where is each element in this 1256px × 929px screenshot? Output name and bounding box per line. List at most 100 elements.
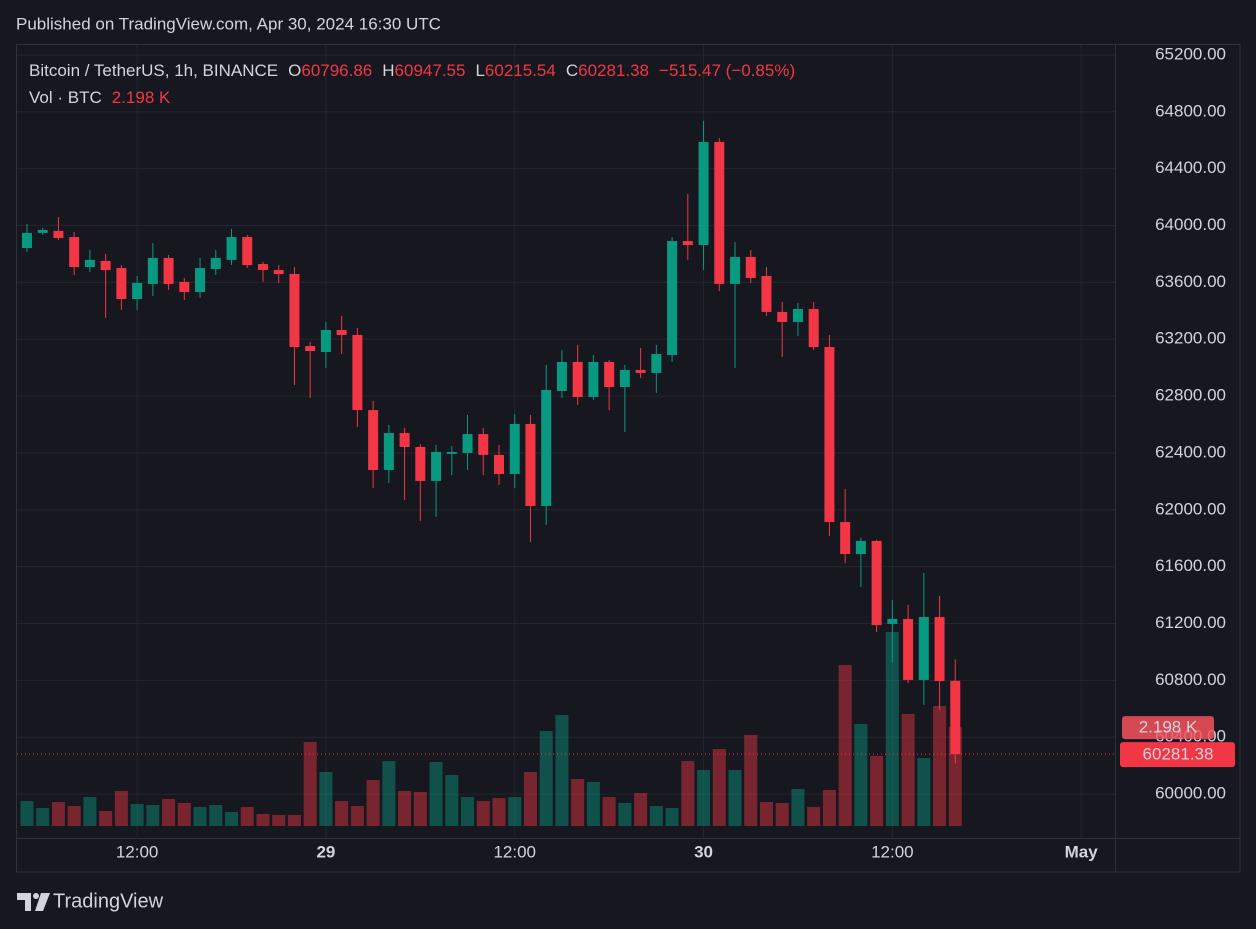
volume-bar: [901, 713, 915, 826]
candle-body: [195, 268, 206, 293]
volume-bar: [539, 731, 553, 826]
candle-body: [509, 423, 520, 474]
x-tick-label: 12:00: [116, 842, 159, 861]
volume-bar: [256, 813, 270, 826]
candle-body: [415, 446, 426, 481]
price-badge-label: 60281.38: [1143, 745, 1214, 764]
volume-bar: [822, 789, 836, 826]
candle-body: [368, 410, 379, 470]
volume-bar: [36, 807, 50, 826]
candle-body: [808, 308, 819, 348]
publish-note: Published on TradingView.com, Apr 30, 20…: [16, 14, 441, 33]
candle-body: [714, 141, 725, 284]
candle-body: [336, 329, 347, 335]
candle-body: [289, 273, 300, 348]
volume-bar: [602, 797, 616, 826]
candle-body: [604, 361, 615, 387]
volume-bar: [649, 806, 663, 826]
o-label: O: [288, 61, 302, 80]
volume-bar: [697, 770, 711, 826]
y-tick-label: 62800.00: [1155, 386, 1226, 405]
candle-body: [462, 434, 473, 453]
volume-bar: [240, 807, 254, 826]
y-tick-label: 62400.00: [1155, 442, 1226, 461]
volume-bar: [555, 714, 569, 826]
volume-bar: [571, 779, 585, 826]
volume-bar: [523, 771, 537, 826]
price-badge: [1120, 742, 1235, 768]
volume-bar: [67, 806, 81, 826]
candle-body: [840, 522, 851, 555]
candle-body: [257, 264, 268, 271]
candle-body: [887, 618, 898, 624]
candle-body: [541, 389, 552, 506]
candle-body: [824, 347, 835, 523]
candle-body: [37, 229, 48, 233]
volume-bar: [744, 735, 758, 826]
frame: [16, 44, 1241, 873]
volume-bar: [712, 749, 726, 826]
logo: [17, 893, 50, 911]
candle-body: [588, 361, 599, 397]
candle-body: [651, 354, 662, 373]
logo-dot: [33, 893, 39, 899]
x-tick-label: 29: [316, 842, 335, 861]
candle-body: [730, 256, 741, 284]
y-tick-label: 64000.00: [1155, 215, 1226, 234]
candle-body: [667, 241, 678, 356]
candle-body: [179, 281, 190, 293]
candle-body: [855, 540, 866, 555]
l-value: 60215.54: [484, 61, 556, 80]
volume-bar: [681, 761, 695, 826]
volume-bar: [791, 789, 805, 826]
candle-body: [84, 259, 95, 268]
candle-body: [682, 241, 693, 245]
volume-bar: [634, 793, 648, 826]
volume-bar: [335, 800, 349, 826]
candle-body: [950, 680, 961, 755]
candle-body: [399, 433, 410, 447]
volume-bar: [586, 781, 600, 826]
candle-body: [556, 361, 567, 391]
y-tick-label: 60800.00: [1155, 670, 1226, 689]
y-tick-label: 63200.00: [1155, 329, 1226, 348]
volume-bar: [272, 815, 286, 826]
volume-bar: [51, 802, 65, 826]
volume-bar: [177, 803, 191, 826]
c-value: 60281.38: [578, 61, 650, 80]
candle-body: [871, 540, 882, 626]
candle-body: [163, 257, 174, 284]
volume-bar: [382, 761, 396, 826]
volume-bar: [398, 790, 412, 826]
x-tick-label: 30: [694, 842, 713, 861]
volume-bar: [492, 798, 506, 826]
c-label: C: [565, 61, 579, 80]
y-tick-label: 63600.00: [1155, 272, 1226, 291]
volume-bar: [83, 797, 97, 826]
volume-bar: [319, 771, 333, 826]
l-label: L: [475, 61, 485, 80]
x-tick-label: 12:00: [871, 842, 914, 861]
candle-body: [69, 237, 80, 268]
candle-body: [446, 451, 457, 454]
y-tick-label: 62000.00: [1155, 499, 1226, 518]
candle-body: [777, 311, 788, 323]
candle-body: [431, 451, 442, 481]
volume-bar: [775, 803, 789, 826]
y-tick-label: 60000.00: [1155, 784, 1226, 803]
candle-body: [273, 270, 284, 274]
volume-bar: [209, 804, 223, 826]
candle-body: [619, 369, 630, 387]
volume-bar: [287, 815, 301, 826]
volume-bar: [807, 807, 821, 826]
volume-bar: [618, 803, 632, 826]
candle-body: [320, 329, 331, 353]
candle-body: [53, 230, 64, 239]
candle-body: [572, 361, 583, 397]
candle-body: [478, 434, 489, 455]
volume-bar: [838, 664, 852, 826]
volume-bar: [461, 797, 475, 826]
volume-bar: [413, 791, 427, 826]
volume-bar: [366, 780, 380, 826]
